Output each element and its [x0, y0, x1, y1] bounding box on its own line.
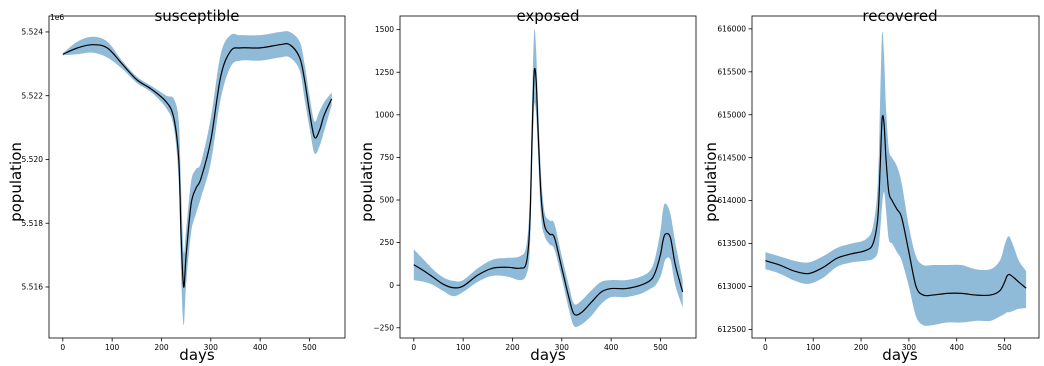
- axes-frame: [48, 15, 346, 339]
- confidence-band: [62, 31, 332, 326]
- y-tick-label: 615500: [717, 67, 746, 76]
- x-tick-label: 300: [555, 343, 570, 352]
- x-tick-label: 100: [105, 343, 120, 352]
- mean-line: [765, 114, 1027, 297]
- y-tick-label: 0: [389, 281, 394, 290]
- axes-frame: [399, 15, 697, 339]
- x-tick-label: 0: [411, 343, 416, 352]
- mean-line: [413, 67, 684, 316]
- y-tick-label: 5.516: [22, 283, 44, 292]
- y-tick-label: 5.520: [22, 155, 44, 164]
- x-tick-label: 0: [60, 343, 65, 352]
- y-tick-label: 1250: [375, 68, 394, 77]
- x-tick-label: 200: [854, 343, 869, 352]
- y-tick-label: 750: [380, 153, 395, 162]
- y-tick-label: 613000: [717, 282, 746, 291]
- y-tick-label: 614000: [717, 196, 746, 205]
- x-tick-label: 100: [456, 343, 471, 352]
- y-axis-label: population: [7, 142, 25, 222]
- y-tick-label: −250: [373, 323, 394, 332]
- x-tick-label: 200: [505, 343, 520, 352]
- x-tick-label: 200: [154, 343, 169, 352]
- x-tick-label: 0: [763, 343, 768, 352]
- y-tick-label: 5.524: [22, 28, 44, 37]
- y-tick-label: 614500: [717, 153, 746, 162]
- y-offset-label: 1e6: [50, 13, 64, 22]
- mean-line: [62, 43, 333, 288]
- y-axis-label: population: [358, 142, 376, 222]
- x-tick-label: 100: [806, 343, 821, 352]
- y-tick-label: 1000: [375, 110, 394, 119]
- x-tick-label: 300: [902, 343, 917, 352]
- x-axis-label: days: [530, 346, 566, 364]
- y-tick-label: 613500: [717, 239, 746, 248]
- confidence-band: [765, 31, 1027, 326]
- y-tick-label: 615000: [717, 110, 746, 119]
- x-axis-label: days: [882, 346, 918, 364]
- panel-susceptible: susceptible days population 1e6 0 100 200 3…: [7, 7, 346, 364]
- panel-exposed: exposed days population 0 100 200 300 400 500…: [358, 7, 697, 364]
- y-tick-label: 5.522: [22, 91, 44, 100]
- y-axis-label: population: [702, 142, 720, 222]
- x-tick-label: 400: [604, 343, 619, 352]
- x-axis-label: days: [179, 346, 215, 364]
- x-tick-label: 400: [253, 343, 268, 352]
- x-tick-label: 500: [653, 343, 668, 352]
- x-tick-label: 400: [950, 343, 965, 352]
- y-tick-label: 1500: [375, 25, 394, 34]
- y-tick-label: 250: [380, 238, 395, 247]
- panel-recovered: recovered days population 0 100 200 300 400 5…: [702, 7, 1040, 364]
- y-tick-label: 612500: [717, 325, 746, 334]
- x-tick-label: 500: [302, 343, 317, 352]
- y-tick-label: 616000: [717, 24, 746, 33]
- y-tick-label: 5.518: [22, 219, 44, 228]
- axes-frame: [751, 15, 1040, 339]
- x-tick-label: 300: [204, 343, 219, 352]
- x-tick-label: 500: [997, 343, 1012, 352]
- y-tick-label: 500: [380, 196, 395, 205]
